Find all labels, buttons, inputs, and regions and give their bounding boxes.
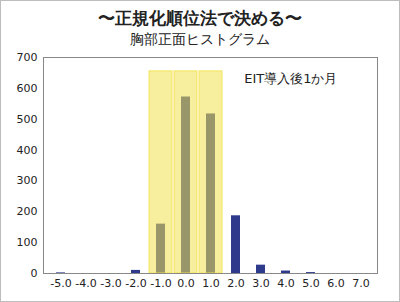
svg-text:3.0: 3.0 bbox=[252, 277, 270, 290]
svg-text:200: 200 bbox=[17, 205, 38, 218]
svg-text:2.0: 2.0 bbox=[227, 277, 245, 290]
svg-text:-1.0: -1.0 bbox=[150, 277, 171, 290]
svg-text:300: 300 bbox=[17, 174, 38, 187]
html-text:〜正規化順位法で決める〜: 〜正規化順位法で決める〜 bbox=[98, 8, 302, 28]
svg-text:400: 400 bbox=[17, 144, 38, 157]
svg-text:600: 600 bbox=[17, 82, 38, 95]
svg-text:1.0: 1.0 bbox=[202, 277, 220, 290]
svg-text:5.0: 5.0 bbox=[302, 277, 320, 290]
svg-text:700: 700 bbox=[17, 51, 38, 64]
svg-text:500: 500 bbox=[17, 113, 38, 126]
svg-text:-3.0: -3.0 bbox=[100, 277, 121, 290]
html-text:胸部正面ヒストグラム: 胸部正面ヒストグラム bbox=[130, 31, 270, 47]
svg-text:-2.0: -2.0 bbox=[125, 277, 146, 290]
svg-text:-5.0: -5.0 bbox=[50, 277, 71, 290]
svg-text:4.0: 4.0 bbox=[277, 277, 295, 290]
svg-text:7.0: 7.0 bbox=[352, 277, 370, 290]
svg-text:0: 0 bbox=[31, 267, 38, 280]
svg-text:0.0: 0.0 bbox=[177, 277, 195, 290]
svg-text:-4.0: -4.0 bbox=[75, 277, 96, 290]
svg-text:100: 100 bbox=[17, 236, 38, 249]
svg-text:EIT導入後1か月: EIT導入後1か月 bbox=[244, 71, 337, 86]
svg-text:6.0: 6.0 bbox=[327, 277, 345, 290]
